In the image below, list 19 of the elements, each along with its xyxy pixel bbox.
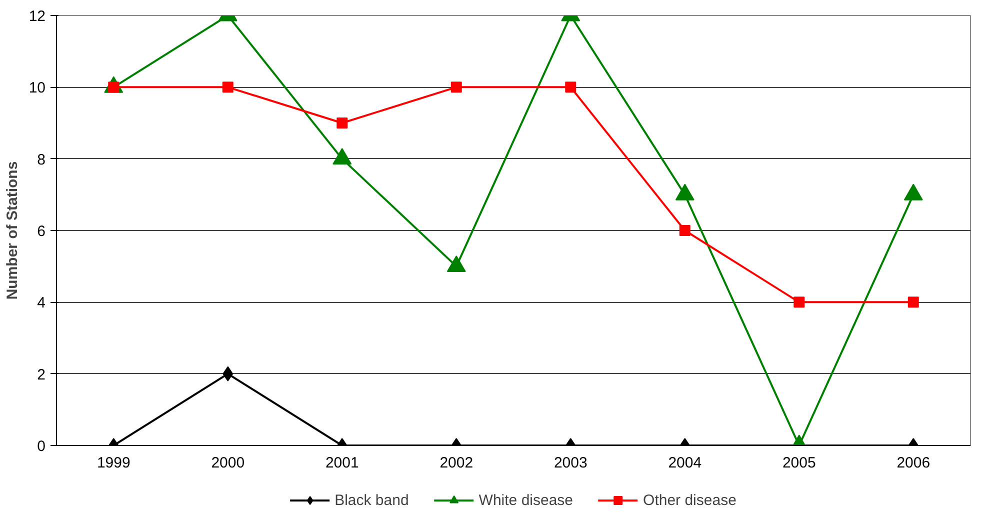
x-tick-label: 2003: [554, 454, 588, 472]
y-tick-label: 10: [28, 80, 46, 97]
legend-label: Other disease: [643, 492, 736, 508]
y-tick-label: 6: [37, 223, 46, 240]
x-tick-label: 2002: [440, 454, 474, 472]
x-tick-label: 1999: [96, 454, 130, 472]
x-tick-label: 2005: [782, 454, 816, 472]
x-tick-label: 2000: [211, 454, 245, 472]
y-tick-label: 4: [37, 294, 46, 312]
legend-label: White disease: [478, 492, 574, 508]
legend-label: Black band: [334, 492, 409, 508]
y-tick-label: 0: [37, 438, 46, 455]
x-tick-label: 2006: [896, 454, 930, 472]
y-tick-label: 8: [37, 151, 46, 168]
y-axis-title: Number of Stations: [4, 161, 21, 300]
y-tick-label: 12: [28, 8, 46, 25]
x-tick-label: 2001: [325, 454, 359, 472]
y-tick-label: 2: [37, 366, 46, 384]
x-tick-label: 2004: [668, 454, 702, 472]
